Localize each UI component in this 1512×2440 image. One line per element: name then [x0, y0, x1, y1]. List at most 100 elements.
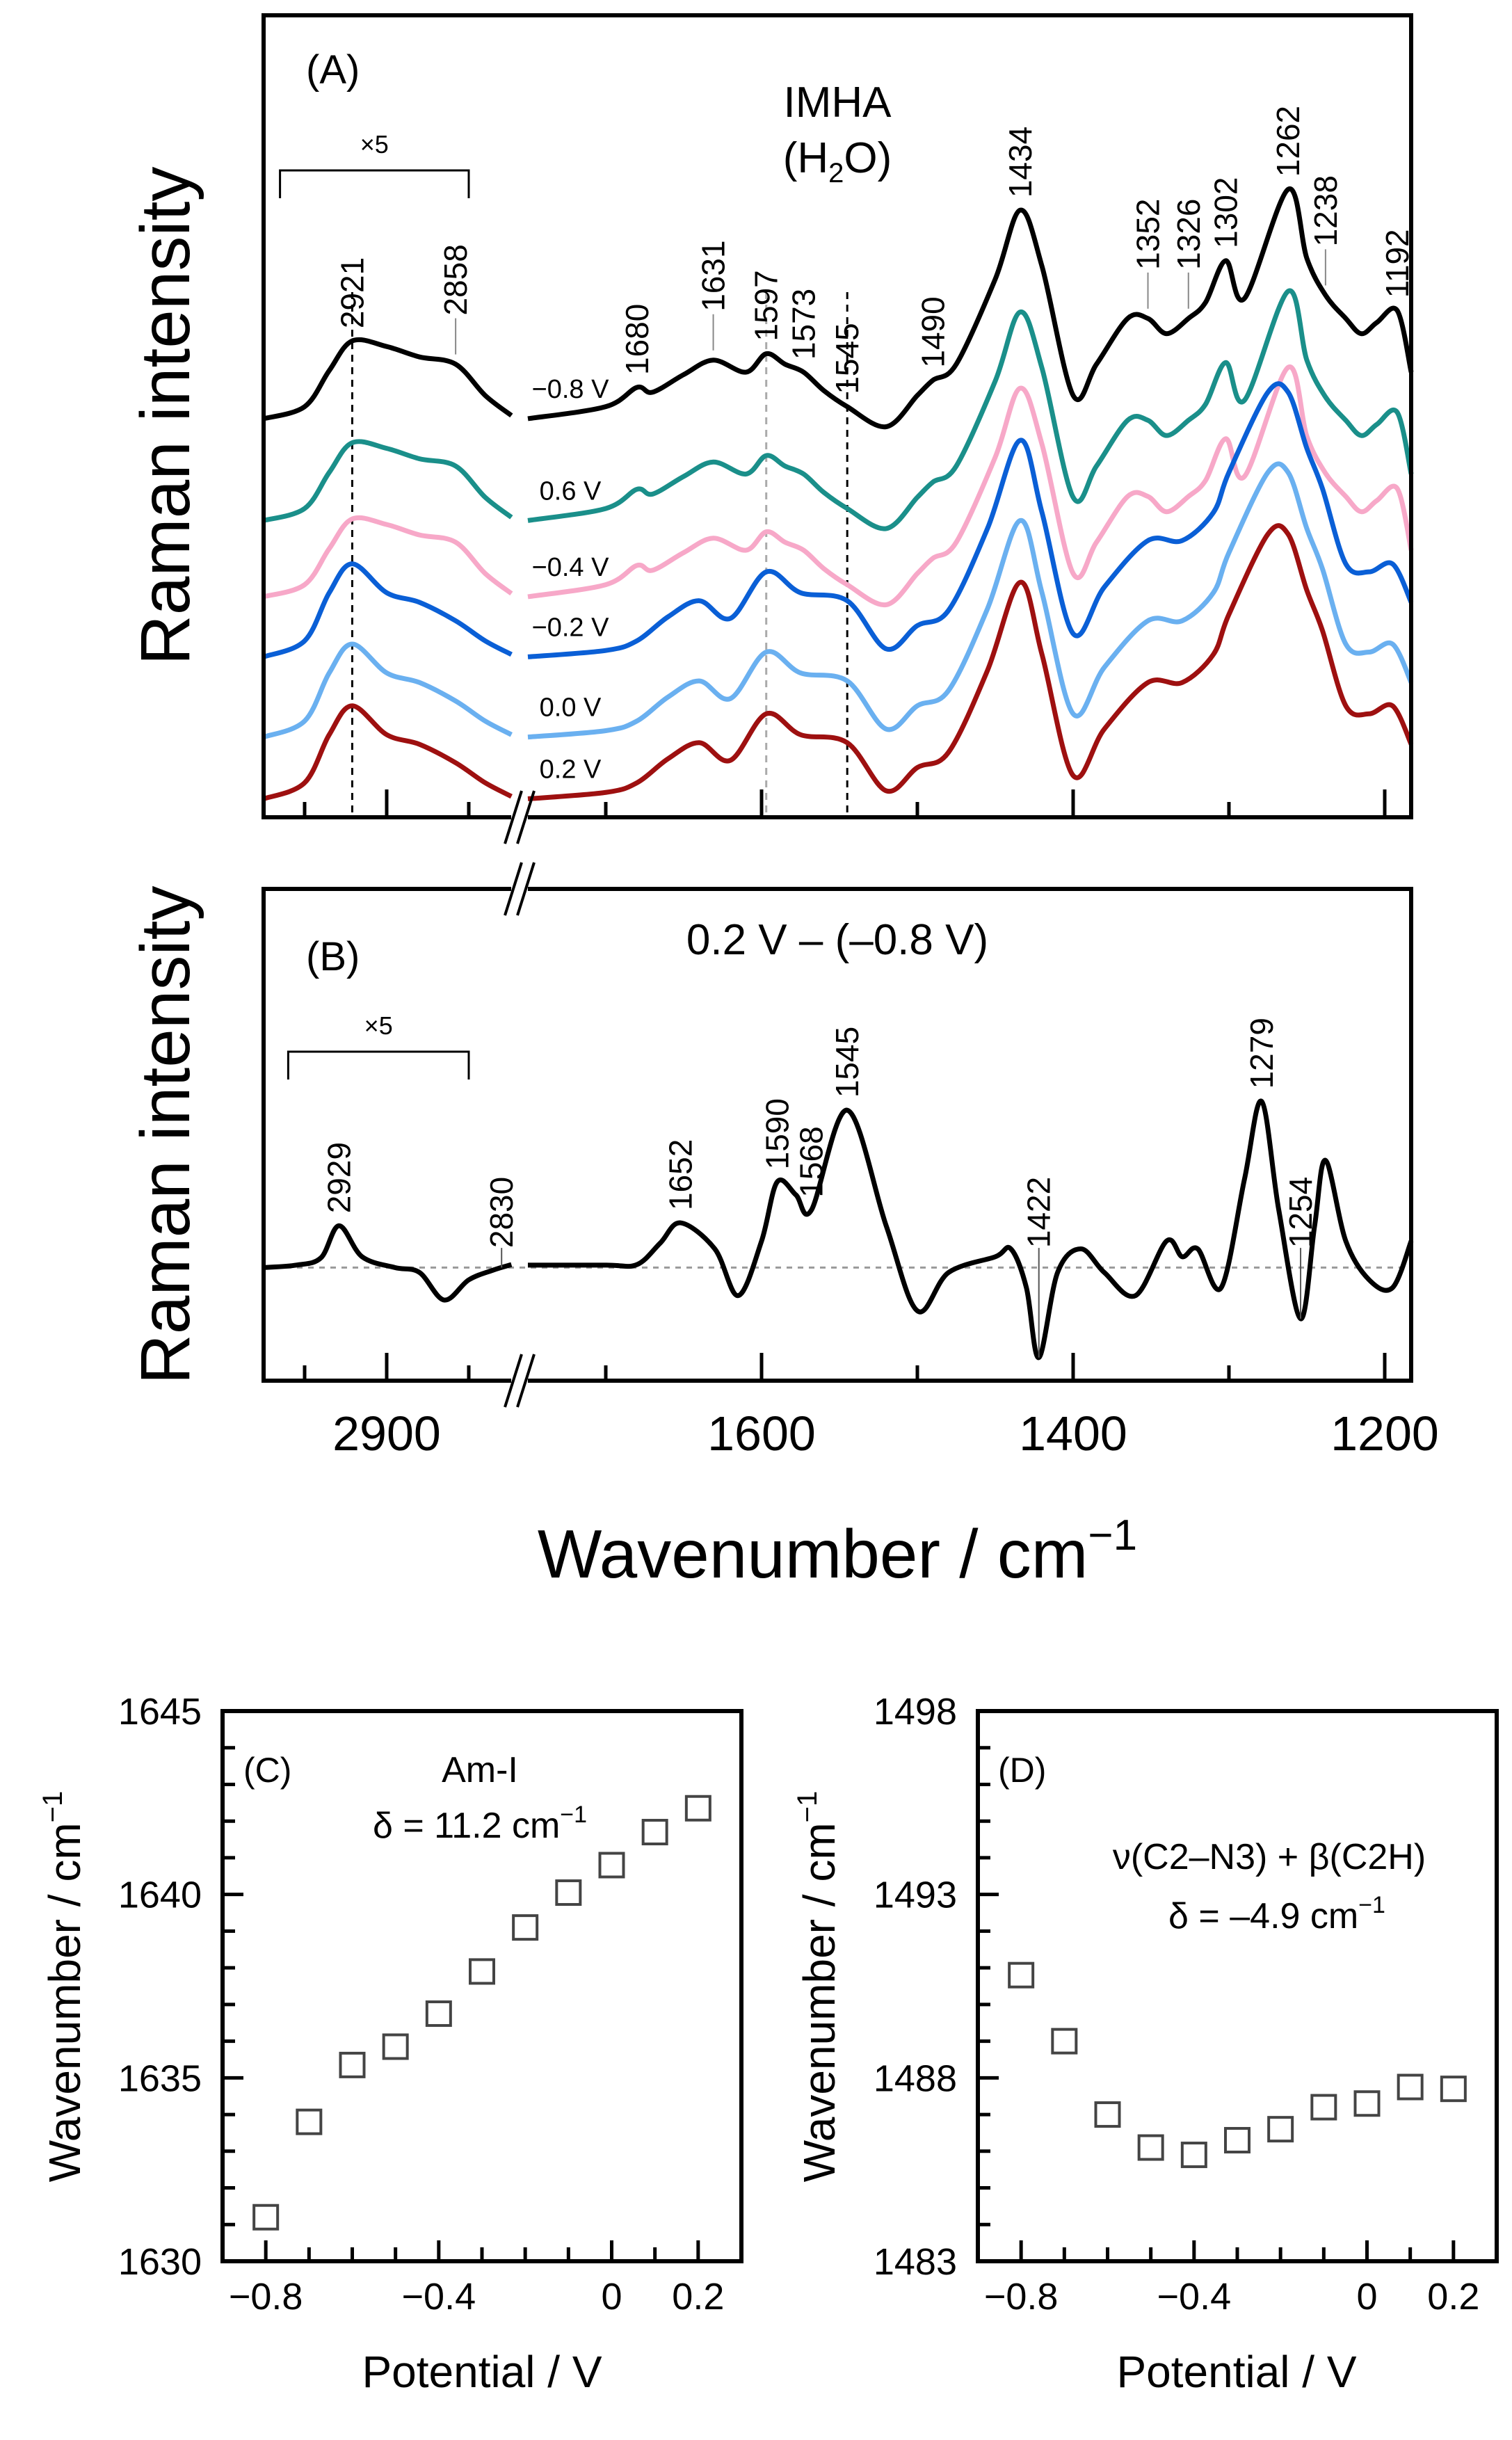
panel-a-label: (A)	[306, 47, 360, 93]
data-point-square	[1137, 2134, 1164, 2161]
data-point-square	[469, 1958, 495, 1985]
peak-label: 1352	[1130, 198, 1166, 269]
peak-label: 1326	[1171, 198, 1207, 269]
x-tick-label: −0.8	[984, 2276, 1059, 2318]
panel-d-frame	[976, 1709, 1499, 2263]
data-point-square	[1310, 2094, 1337, 2121]
scale-note: ×5	[360, 130, 389, 159]
y-tick-label: 1635	[118, 2057, 202, 2099]
axis-break-mark	[516, 1354, 536, 1408]
data-point-square	[1267, 2116, 1294, 2143]
peak-label: 1590	[759, 1098, 795, 1169]
data-point-square	[555, 1879, 582, 1907]
data-point-square	[296, 2108, 323, 2135]
peak-label: 2929	[321, 1142, 357, 1213]
x-tick-label: 1200	[1330, 1406, 1439, 1461]
data-point-square	[684, 1795, 711, 1822]
spectrum-line	[262, 641, 513, 740]
panel-a-spectra: −0.8 V 0.6 V −0.4 V −0.2 V 0.0 V 0.2 V 2921 285…	[262, 106, 1415, 817]
peak-label: 1631	[695, 240, 732, 311]
axis-breaks	[504, 790, 536, 1408]
x-tick-label: 2900	[332, 1406, 441, 1461]
series-label: 0.2 V	[540, 755, 602, 784]
data-point-square	[512, 1914, 539, 1941]
panel-d-ylabel: Wavenumber / cm−1	[792, 1791, 844, 2182]
panel-c-marks: −0.8 −0.4 0 0.2 1630 1635 1640 1645	[118, 1691, 725, 2318]
data-point-square	[339, 2051, 366, 2078]
panel-d: −0.8 −0.4 0 0.2 1483 1488 1493 1498 (D) ν(C2–N3…	[792, 1691, 1499, 2397]
spectrum-line	[527, 381, 1414, 659]
data-point-square	[598, 1852, 625, 1879]
series-label: −0.4 V	[532, 553, 610, 582]
panel-c-frame	[220, 1709, 743, 2263]
peak-label: 1422	[1021, 1177, 1057, 1248]
panel-c-label: (C)	[243, 1751, 291, 1790]
y-tick-label: 1493	[874, 1875, 957, 1916]
axis-break-mark	[516, 790, 536, 844]
peak-label: 1254	[1282, 1177, 1319, 1248]
series-label: 0.6 V	[540, 476, 602, 506]
spectrum-line	[262, 561, 513, 659]
x-tick-label: 0	[601, 2276, 622, 2318]
x-tick-label: −0.8	[229, 2276, 303, 2318]
scale-note: ×5	[364, 1011, 393, 1040]
panel-c-ylabel: Wavenumber / cm−1	[38, 1791, 90, 2182]
panel-a: −0.8 V 0.6 V −0.4 V −0.2 V 0.0 V 0.2 V 2921 285…	[127, 13, 1415, 819]
data-point-square	[425, 2000, 452, 2028]
x-tick-label: 1400	[1019, 1406, 1127, 1461]
peak-label: 1545	[829, 1027, 865, 1098]
peak-label: 1262	[1270, 106, 1306, 177]
panel-b-ylabel: Raman intensity	[127, 886, 204, 1385]
panel-b-frame	[262, 887, 1413, 1383]
x-axis-ticks: 2900 1600 1400 1200	[303, 789, 1439, 1461]
peak-label: 2830	[483, 1177, 520, 1248]
spectrum-line	[527, 523, 1414, 801]
panel-a-title-solvent: (H2O)	[783, 134, 892, 188]
peak-label: 1490	[915, 296, 951, 367]
spectrum-line	[527, 364, 1414, 607]
peak-label: 1279	[1244, 1018, 1280, 1089]
panel-d-delta: δ = –4.9 cm−1	[1168, 1892, 1385, 1936]
peak-label: 2858	[437, 244, 474, 315]
panel-d-xlabel: Potential / V	[1116, 2347, 1356, 2397]
y-tick-label: 1488	[874, 2057, 957, 2099]
panel-c: −0.8 −0.4 0 0.2 1630 1635 1640 1645 (C) Am-I δ …	[38, 1691, 743, 2397]
panel-d-annotation: ν(C2–N3) + β(C2H)	[1113, 1837, 1426, 1877]
data-point-square	[1397, 2073, 1424, 2101]
data-point-square	[382, 2033, 409, 2060]
spectrum-line	[263, 515, 513, 600]
y-tick-label: 1630	[118, 2241, 202, 2283]
peak-label: 2921	[334, 257, 370, 328]
panel-c-delta: δ = 11.2 cm−1	[373, 1801, 587, 1846]
peak-label: 1545	[829, 323, 865, 394]
panel-b-label: (B)	[306, 934, 360, 979]
difference-spectrum-line	[527, 1098, 1414, 1361]
x-axis-title: Wavenumber / cm−1	[538, 1511, 1137, 1592]
data-point-square	[252, 2204, 280, 2231]
axis-break-mark	[504, 1354, 523, 1408]
series-label: 0.0 V	[540, 693, 602, 723]
difference-spectrum-line	[263, 1223, 513, 1303]
x-tick-label: 1600	[707, 1406, 816, 1461]
peak-label: 1573	[785, 289, 821, 360]
data-point-square	[1094, 2101, 1121, 2128]
data-point-square	[641, 1819, 668, 1846]
data-point-square	[1180, 2142, 1207, 2169]
peak-label: 1652	[663, 1139, 699, 1210]
panel-a-frame	[262, 13, 1413, 819]
panel-c-annotation: Am-I	[442, 1750, 518, 1790]
spectrum-line	[527, 461, 1414, 740]
y-tick-label: 1645	[118, 1691, 202, 1733]
panel-a-ylabel: Raman intensity	[127, 167, 204, 666]
spectrum-line	[527, 288, 1414, 531]
panel-b-title: 0.2 V – (–0.8 V)	[686, 916, 988, 964]
axis-break-mark	[504, 862, 523, 916]
series-label: −0.8 V	[532, 375, 610, 404]
data-point-square	[1051, 2028, 1078, 2055]
panel-c-xlabel: Potential / V	[362, 2347, 602, 2397]
axis-break-mark	[516, 862, 536, 916]
peak-label: 1238	[1308, 175, 1344, 246]
